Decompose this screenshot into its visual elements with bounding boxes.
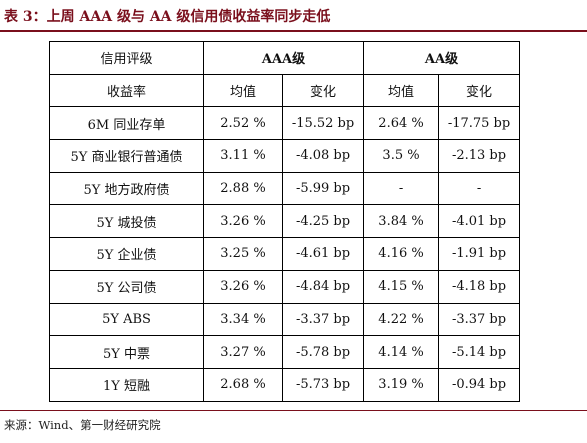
header-row-yield: 收益率 均值 变化 均值 变化 bbox=[49, 73, 521, 108]
aaa-change-cell: -5.78 bp bbox=[281, 335, 365, 369]
header-row-rating: 信用评级 AAA级 AA级 bbox=[49, 41, 521, 75]
bond-name-cell: 5Y ABS bbox=[49, 302, 204, 337]
aaa-mean-cell: 3.34 % bbox=[203, 302, 283, 337]
aaa-mean-cell: 2.88 % bbox=[203, 171, 283, 206]
aa-mean-cell: - bbox=[363, 171, 440, 206]
aa-mean-cell: 3.5 % bbox=[363, 139, 440, 173]
bond-name-cell: 6M 同业存单 bbox=[49, 106, 204, 141]
aaa-mean-header: 均值 bbox=[203, 73, 283, 108]
footer-rule bbox=[0, 410, 587, 411]
rating-header: 信用评级 bbox=[49, 41, 204, 75]
aa-group-header: AA级 bbox=[363, 41, 521, 75]
aaa-change-cell: -5.99 bp bbox=[281, 171, 365, 206]
bond-name-cell: 5Y 企业债 bbox=[49, 237, 204, 271]
aa-change-cell: -2.13 bp bbox=[438, 139, 521, 173]
aa-mean-cell: 3.84 % bbox=[363, 204, 440, 239]
aa-mean-cell: 4.14 % bbox=[363, 335, 440, 369]
table-row: 5Y ABS 3.34 % -3.37 bp 4.22 % -3.37 bp bbox=[49, 302, 521, 337]
aaa-mean-cell: 3.26 % bbox=[203, 269, 283, 304]
table-row: 5Y 城投债 3.26 % -4.25 bp 3.84 % -4.01 bp bbox=[49, 204, 521, 239]
aa-change-header: 变化 bbox=[438, 73, 521, 108]
aa-change-cell: - bbox=[438, 171, 521, 206]
aaa-change-cell: -15.52 bp bbox=[281, 106, 365, 141]
aaa-mean-cell: 3.27 % bbox=[203, 335, 283, 369]
table-title: 表 3：上周 AAA 级与 AA 级信用债收益率同步走低 bbox=[4, 9, 331, 25]
bond-name-cell: 5Y 商业银行普通债 bbox=[49, 139, 204, 173]
aaa-mean-cell: 3.11 % bbox=[203, 139, 283, 173]
aaa-change-header: 变化 bbox=[281, 73, 365, 108]
aa-change-cell: -5.14 bp bbox=[438, 335, 521, 369]
aaa-mean-cell: 3.25 % bbox=[203, 237, 283, 271]
aa-change-cell: -4.01 bp bbox=[438, 204, 521, 239]
aa-mean-cell: 4.15 % bbox=[363, 269, 440, 304]
aa-change-cell: -17.75 bp bbox=[438, 106, 521, 141]
aaa-mean-cell: 2.68 % bbox=[203, 367, 283, 402]
aaa-change-cell: -4.08 bp bbox=[281, 139, 365, 173]
aa-change-cell: -3.37 bp bbox=[438, 302, 521, 337]
bond-name-cell: 5Y 城投债 bbox=[49, 204, 204, 239]
bond-name-cell: 1Y 短融 bbox=[49, 367, 204, 402]
table-row: 5Y 中票 3.27 % -5.78 bp 4.14 % -5.14 bp bbox=[49, 335, 521, 369]
aaa-mean-cell: 3.26 % bbox=[203, 204, 283, 239]
aa-mean-cell: 2.64 % bbox=[363, 106, 440, 141]
aa-change-cell: -4.18 bp bbox=[438, 269, 521, 304]
aa-mean-cell: 4.16 % bbox=[363, 237, 440, 271]
aaa-change-cell: -3.37 bp bbox=[281, 302, 365, 337]
aaa-mean-cell: 2.52 % bbox=[203, 106, 283, 141]
aa-mean-header: 均值 bbox=[363, 73, 440, 108]
aa-change-cell: -0.94 bp bbox=[438, 367, 521, 402]
aaa-change-cell: -4.25 bp bbox=[281, 204, 365, 239]
source-note: 来源：Wind、第一财经研究院 bbox=[4, 418, 161, 432]
table-row: 5Y 公司债 3.26 % -4.84 bp 4.15 % -4.18 bp bbox=[49, 269, 521, 304]
table-row: 6M 同业存单 2.52 % -15.52 bp 2.64 % -17.75 bp bbox=[49, 106, 521, 141]
bond-name-cell: 5Y 公司债 bbox=[49, 269, 204, 304]
yield-header: 收益率 bbox=[49, 73, 204, 108]
table-row: 1Y 短融 2.68 % -5.73 bp 3.19 % -0.94 bp bbox=[49, 367, 521, 402]
aaa-group-header: AAA级 bbox=[202, 41, 365, 75]
table-row: 5Y 商业银行普通债 3.11 % -4.08 bp 3.5 % -2.13 bp bbox=[49, 139, 521, 173]
aaa-change-cell: -4.61 bp bbox=[281, 237, 365, 271]
aa-change-cell: -1.91 bp bbox=[438, 237, 521, 271]
aa-mean-cell: 4.22 % bbox=[363, 302, 440, 337]
yield-table: 信用评级 AAA级 AA级 收益率 均值 变化 均值 变化 6M 同业存单 2.5… bbox=[49, 41, 521, 402]
aaa-change-cell: -4.84 bp bbox=[281, 269, 365, 304]
table-row: 5Y 地方政府债 2.88 % -5.99 bp - - bbox=[49, 171, 521, 206]
table-row: 5Y 企业债 3.25 % -4.61 bp 4.16 % -1.91 bp bbox=[49, 237, 521, 271]
title-rule bbox=[0, 30, 587, 32]
aaa-change-cell: -5.73 bp bbox=[281, 367, 365, 402]
bond-name-cell: 5Y 地方政府债 bbox=[49, 171, 204, 206]
aa-mean-cell: 3.19 % bbox=[363, 367, 440, 402]
bond-name-cell: 5Y 中票 bbox=[49, 335, 204, 369]
